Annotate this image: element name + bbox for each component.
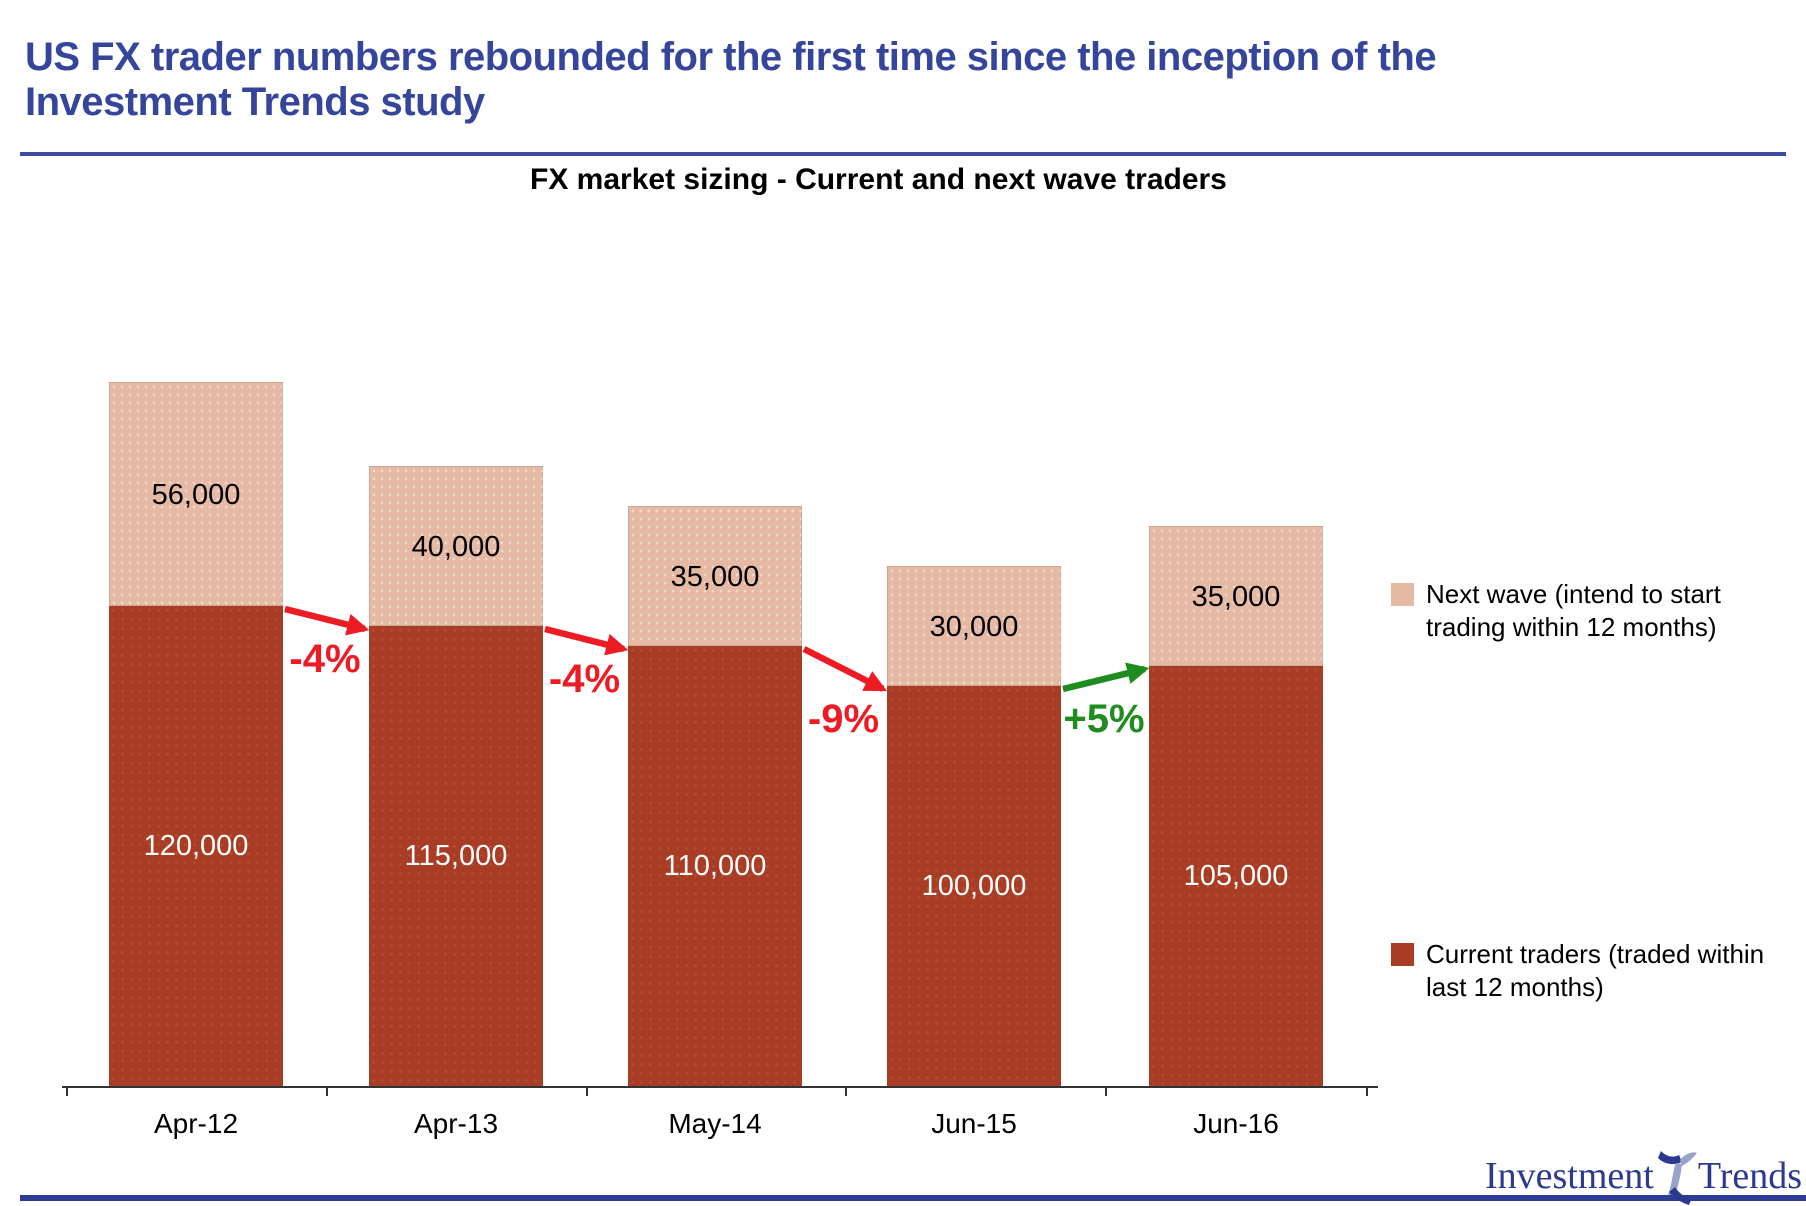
next-wave-segment-Jun-16: 35,000 [1149, 526, 1323, 666]
current-traders-segment-Jun-16: 105,000 [1149, 666, 1323, 1086]
legend-label-current-traders: Current traders (traded within last 12 m… [1426, 939, 1765, 1002]
next-wave-segment-Jun-15: 30,000 [887, 566, 1061, 686]
current-traders-segment-Apr-12: 120,000 [109, 606, 283, 1086]
next-wave-segment-Apr-13: 40,000 [369, 466, 543, 626]
x-axis-tick [845, 1086, 847, 1096]
investment-trends-figure-icon [1657, 1151, 1697, 1205]
current-traders-segment-Jun-15: 100,000 [887, 686, 1061, 1086]
legend-label-next-wave: Next wave (intend to start trading withi… [1426, 579, 1721, 642]
increase-arrow [1062, 662, 1150, 693]
next-wave-legend-swatch [1391, 583, 1414, 606]
bar-value-label: 110,000 [663, 850, 767, 882]
brand-word-investment: Investment [1484, 1155, 1654, 1197]
bar-value-label: 120,000 [143, 830, 249, 862]
bar-value-label: 105,000 [1183, 860, 1289, 892]
current-traders-segment-May-14: 110,000 [628, 646, 802, 1086]
next-wave-segment-Apr-12: 56,000 [109, 382, 283, 606]
percent-change-label: +5% [1063, 697, 1145, 741]
investment-trends-logo: Investment Trends [1485, 1150, 1802, 1206]
x-axis-label-May-14: May-14 [668, 1108, 762, 1139]
x-axis-label-Jun-15: Jun-15 [931, 1108, 1017, 1139]
footer-rule [20, 1195, 1806, 1201]
next-wave-segment-May-14: 35,000 [628, 506, 802, 646]
bar-value-label: 56,000 [151, 479, 241, 511]
title-divider-rule [20, 152, 1786, 156]
x-axis-label-Apr-13: Apr-13 [413, 1108, 499, 1139]
percent-change-label: -4% [548, 657, 621, 701]
x-axis-tick [66, 1086, 68, 1096]
x-axis-tick [1366, 1086, 1368, 1096]
x-axis-tick [586, 1086, 588, 1096]
page-title-line-1: US FX trader numbers rebounded for the f… [25, 34, 1437, 79]
x-axis-tick [1105, 1086, 1107, 1096]
current-traders-legend-swatch [1391, 943, 1414, 966]
bar-value-label: 30,000 [929, 611, 1019, 643]
current-traders-segment-Apr-13: 115,000 [369, 626, 543, 1086]
bar-value-label: 40,000 [411, 531, 501, 563]
percent-change-label: -4% [289, 637, 361, 681]
x-axis-tick [326, 1086, 328, 1096]
bar-value-label: 100,000 [921, 870, 1027, 902]
x-axis-label-Apr-12: Apr-12 [153, 1108, 239, 1139]
decrease-arrow [544, 625, 629, 656]
page-title-line-2: Investment Trends study [25, 79, 485, 124]
bar-value-label: 35,000 [1191, 581, 1281, 613]
chart-title: FX market sizing - Current and next wave… [530, 163, 1227, 196]
bar-value-label: 115,000 [404, 840, 508, 872]
x-axis-label-Jun-16: Jun-16 [1193, 1108, 1279, 1139]
brand-word-trends: Trends [1697, 1155, 1802, 1197]
bar-value-label: 35,000 [670, 561, 760, 593]
page-title: US FX trader numbers rebounded for the f… [25, 35, 1455, 125]
decrease-arrow [284, 605, 370, 636]
legend-item-current-traders: Current traders (traded within last 12 m… [1391, 938, 1791, 1004]
decrease-arrow [802, 646, 887, 692]
legend-item-next-wave: Next wave (intend to start trading withi… [1391, 578, 1791, 644]
percent-change-label: -9% [807, 697, 880, 741]
x-axis-line [62, 1086, 1378, 1088]
